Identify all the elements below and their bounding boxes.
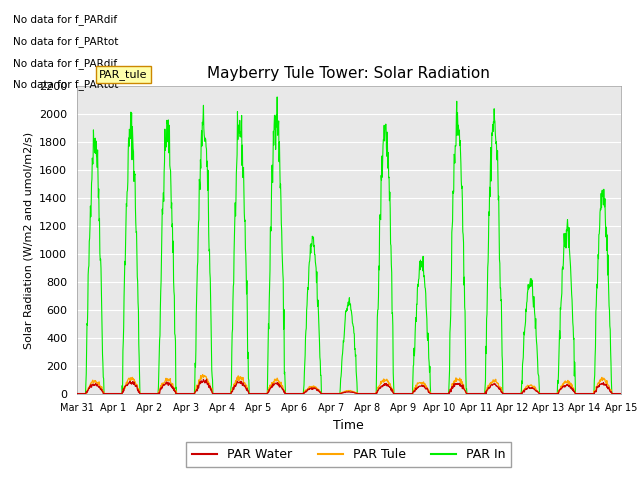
Text: PAR_tule: PAR_tule: [99, 69, 148, 80]
Y-axis label: Solar Radiation (W/m2 and umol/m2/s): Solar Radiation (W/m2 and umol/m2/s): [23, 132, 33, 348]
Title: Mayberry Tule Tower: Solar Radiation: Mayberry Tule Tower: Solar Radiation: [207, 66, 490, 81]
X-axis label: Time: Time: [333, 419, 364, 432]
Text: No data for f_PARdif: No data for f_PARdif: [13, 58, 117, 69]
Text: No data for f_PARdif: No data for f_PARdif: [13, 14, 117, 25]
Legend: PAR Water, PAR Tule, PAR In: PAR Water, PAR Tule, PAR In: [186, 442, 511, 467]
Text: No data for f_PARtot: No data for f_PARtot: [13, 36, 118, 47]
Text: No data for f_PARtot: No data for f_PARtot: [13, 79, 118, 90]
